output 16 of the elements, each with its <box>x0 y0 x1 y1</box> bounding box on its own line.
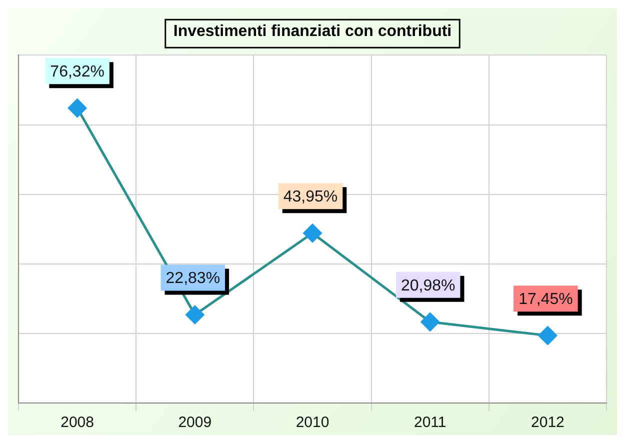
data-label: 22,83% <box>166 270 220 288</box>
data-label: 43,95% <box>283 188 338 206</box>
point <box>420 312 440 332</box>
x-tick-label: 2012 <box>531 414 564 432</box>
point <box>68 98 87 118</box>
data-label: 20,98% <box>400 277 456 294</box>
point <box>538 326 557 345</box>
data-label: 76,32% <box>50 63 104 80</box>
point <box>186 306 204 324</box>
x-tick-label: 2011 <box>414 414 446 432</box>
x-tick-label: 2008 <box>60 414 94 432</box>
data-label: 17,45% <box>518 290 573 308</box>
x-tick-label: 2009 <box>178 414 212 432</box>
chart-title: Investimenti finanziati con contributi <box>173 23 452 40</box>
point <box>303 224 322 242</box>
x-tick-label: 2010 <box>296 414 330 432</box>
